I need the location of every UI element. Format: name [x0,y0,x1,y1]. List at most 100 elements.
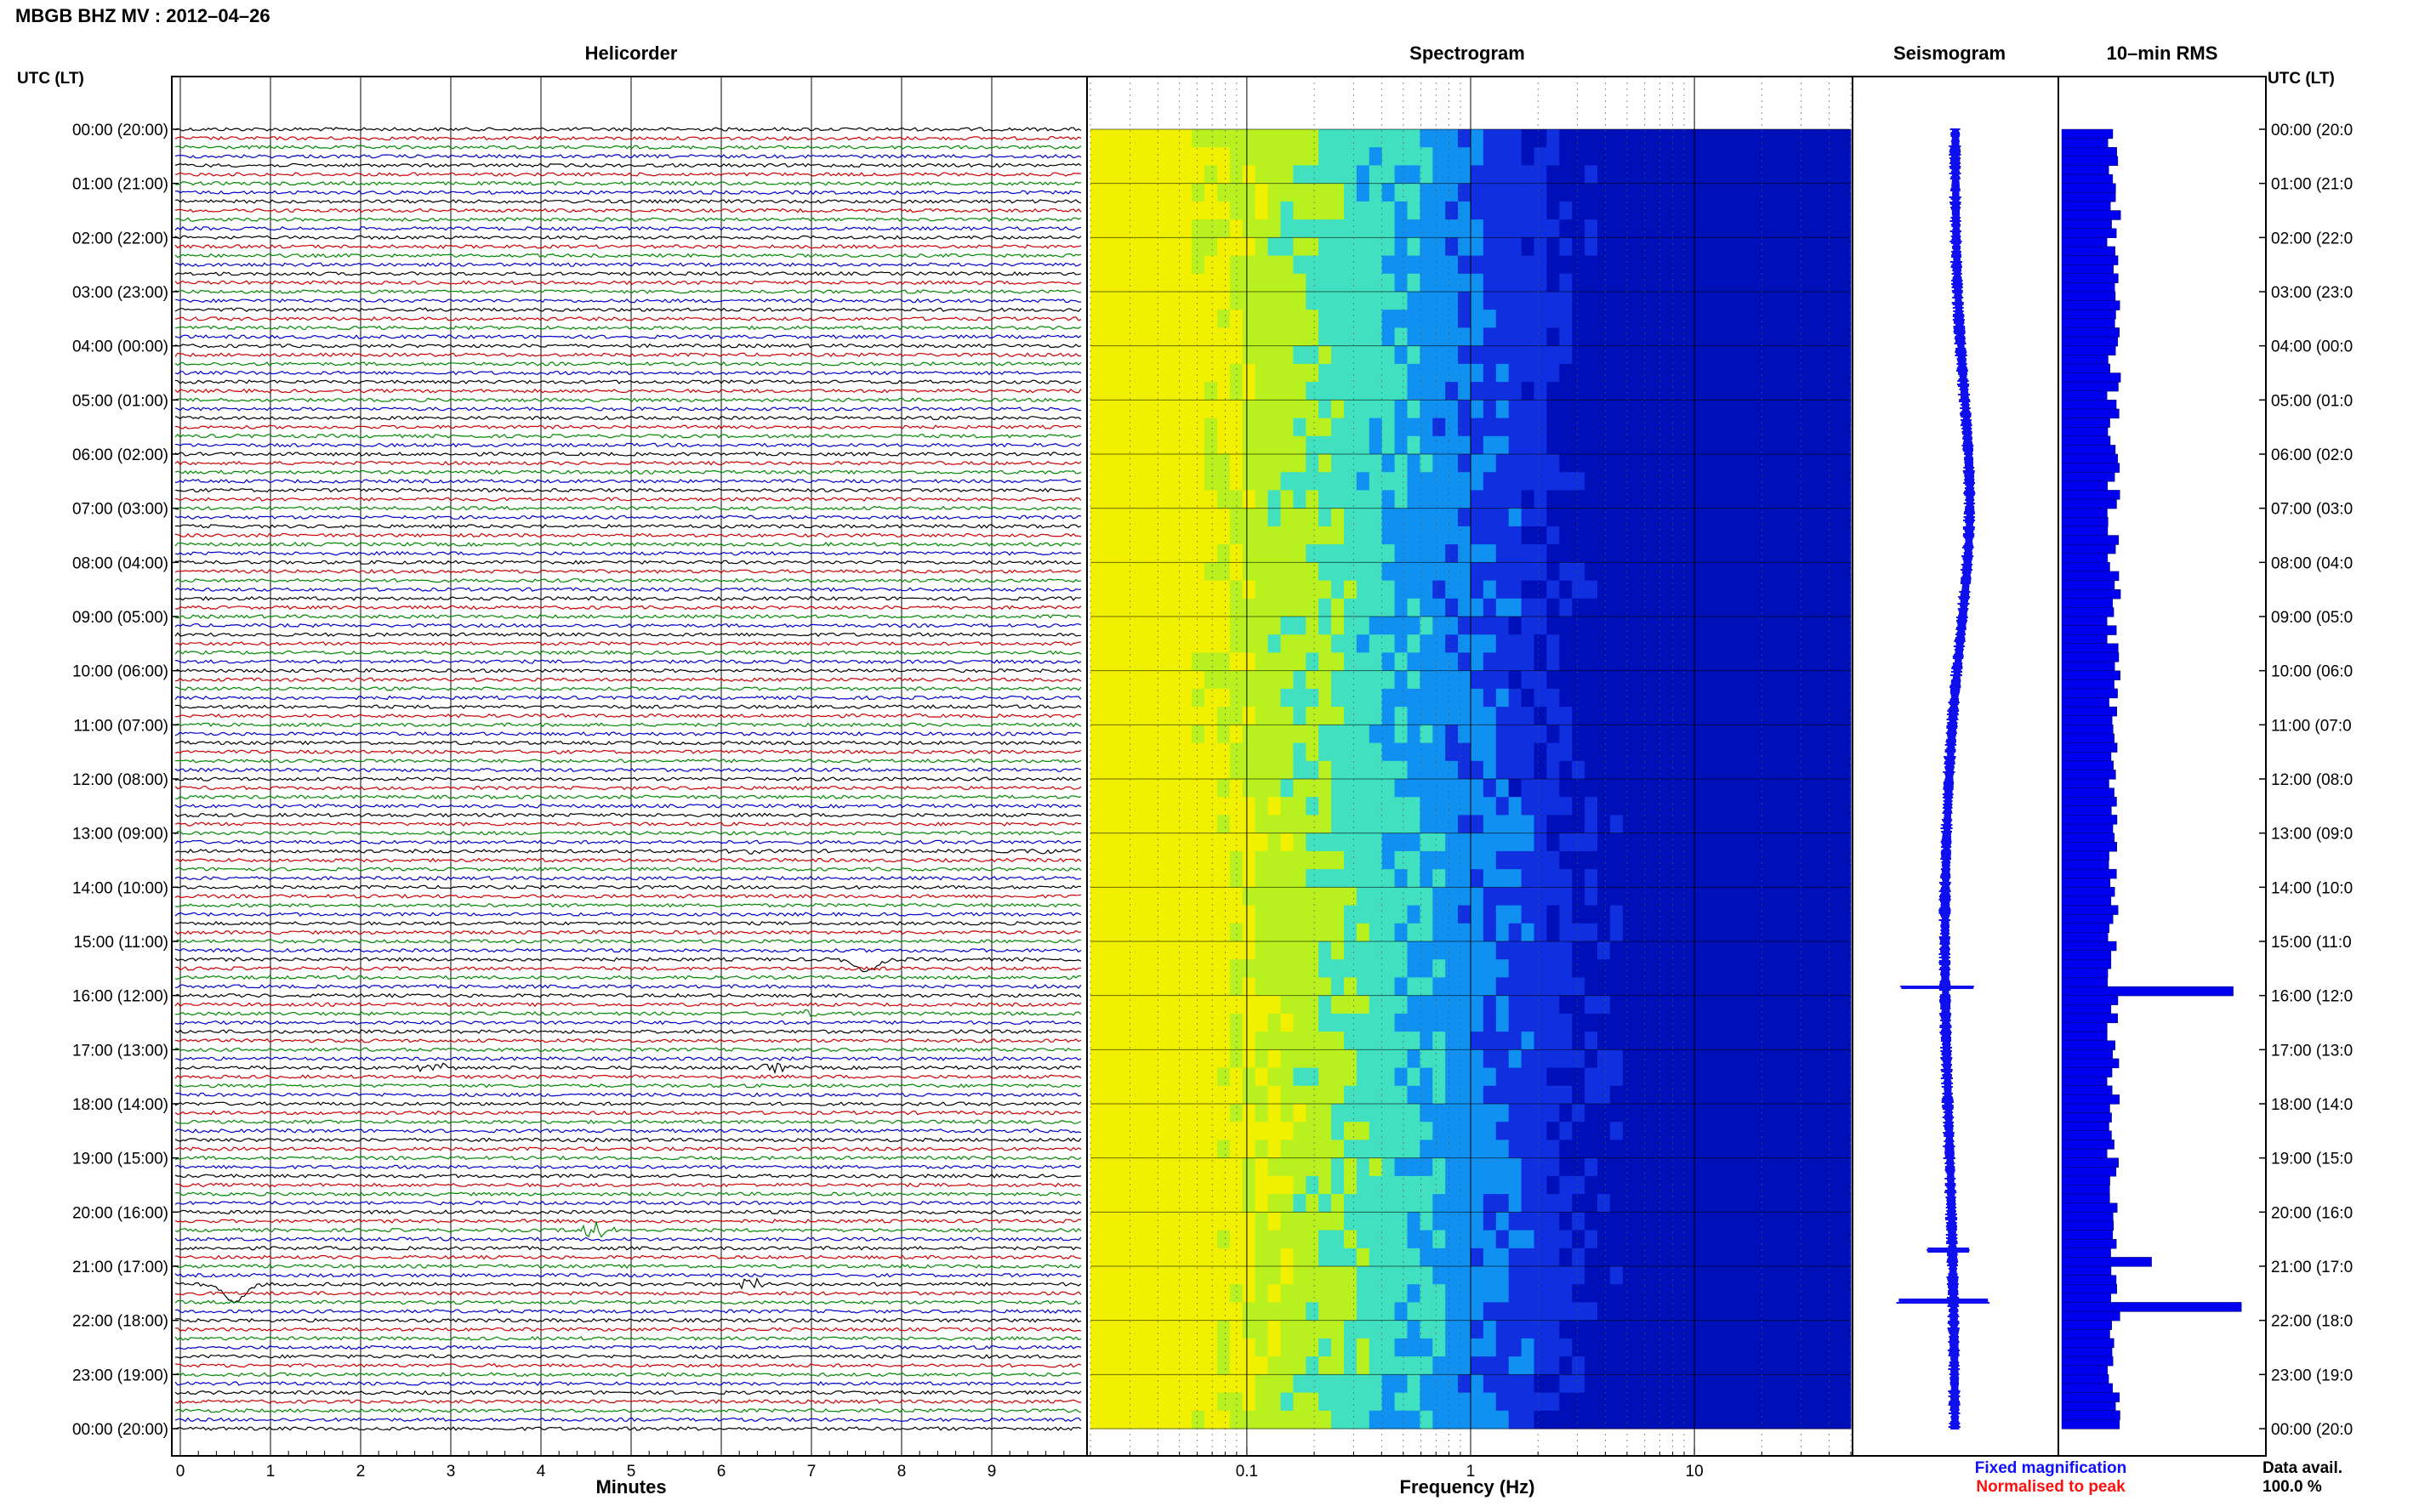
spectrogram-cell [1787,850,1801,870]
spectrogram-cell [1508,617,1523,635]
helicorder-trace [174,1182,1082,1188]
spectrogram-cell [1635,237,1649,256]
spectrogram-cell [1609,688,1624,708]
spectrogram-cell [1724,1320,1738,1339]
spectrogram-cell [1445,617,1459,635]
spectrogram-cell [1166,237,1180,256]
spectrogram-cell [1609,1302,1624,1322]
spectrogram-cell [1217,815,1231,834]
spectrogram-cell [1622,183,1636,202]
spectrogram-cell [1306,923,1319,942]
spectrogram-cell [1255,995,1269,1015]
spectrogram-cell [1306,797,1319,816]
spectrogram-cell [1585,760,1598,780]
spectrogram-cell [1546,1194,1560,1213]
spectrogram-cell [1141,617,1154,635]
spectrogram-cell [1609,147,1624,166]
spectrogram-cell [1141,725,1154,743]
spectrogram-cell [1699,1049,1712,1068]
spectrogram-cell [1483,1284,1497,1303]
spectrogram-cell [1813,400,1826,418]
spectrogram-cell [1192,255,1205,275]
spectrogram-cell [1597,435,1611,455]
spectrogram-cell [1724,310,1738,328]
spectrogram-cell [1699,345,1712,365]
spectrogram-cell [1420,526,1433,545]
spectrogram-cell [1787,345,1801,365]
spectrogram-cell [1115,129,1130,148]
spectrogram-cell [1521,183,1534,202]
spectrogram-cell [1192,544,1205,563]
spectrogram-cell [1585,526,1598,545]
rms-bar [2061,760,2114,770]
spectrogram-cell [1546,1284,1560,1303]
spectrogram-cell [1306,327,1319,347]
spectrogram-cell [1800,941,1813,960]
spectrogram-cell [1458,1032,1471,1050]
spectrogram-cell [1407,959,1420,978]
spectrogram-cell [1762,1374,1776,1393]
spectrogram-cell [1420,255,1433,275]
spectrogram-cell [1534,833,1547,852]
spectrogram-cell [1813,1013,1826,1032]
spectrogram-cell [1787,779,1801,798]
spectrogram-cell [1331,905,1345,924]
helicorder-trace [174,1245,1082,1251]
spectrogram-cell [1660,526,1674,545]
rms-bar [2061,427,2109,437]
spectrogram-cell [1179,1157,1192,1177]
spectrogram-cell [1102,995,1117,1015]
spectrogram-cell [1318,797,1332,816]
spectrogram-cell [1369,995,1383,1015]
spectrogram-cell [1090,345,1104,365]
spectrogram-cell [1192,977,1205,997]
spectrogram-cell [1736,797,1750,816]
spectrogram-cell [1090,887,1104,906]
spectrogram-cell [1102,1392,1117,1412]
helicorder-trace [174,497,1082,502]
spectrogram-cell [1495,725,1510,743]
spectrogram-cell [1724,652,1738,672]
spectrogram-cell [1458,382,1471,401]
spectrogram-cell [1306,562,1319,581]
spectrogram-cell [1318,147,1332,166]
spectrogram-cell [1546,1032,1560,1050]
helicorder-trace [174,1407,1082,1413]
spectrogram-cell [1597,292,1611,310]
spectrogram-cell [1686,760,1699,780]
spectrogram-cell [1242,1212,1256,1231]
spectrogram-cell [1597,1157,1611,1177]
spectrogram-cell [1686,1248,1699,1267]
spectrogram-cell [1381,725,1396,743]
spectrogram-cell [1622,435,1636,455]
spectrogram-cell [1736,580,1750,600]
spectrogram-cell [1495,887,1510,906]
spectrogram-cell [1711,923,1725,942]
spectrogram-cell [1356,418,1370,437]
spectrogram-cell [1432,1157,1446,1177]
spectrogram-cell [1344,1338,1357,1357]
spectrogram-cell [1483,617,1497,635]
spectrogram-cell [1508,435,1523,455]
spectrogram-cell [1609,201,1624,220]
spectrogram-cell [1622,1320,1636,1339]
spectrogram-cell [1825,688,1839,708]
spectrogram-cell [1838,1284,1852,1303]
spectrogram-cell [1356,1284,1370,1303]
spectrogram-cell [1800,923,1813,942]
spectrogram-cell [1306,147,1319,166]
spectrogram-cell [1242,941,1256,960]
spectrogram-cell [1153,1194,1167,1213]
spectrogram-cell [1483,129,1497,148]
spectrogram-cell [1813,580,1826,600]
spectrogram-cell [1724,779,1738,798]
spectrogram-cell [1255,327,1269,347]
spectrogram-cell [1711,1013,1725,1032]
helicorder-trace [174,587,1082,593]
spectrogram-cell [1508,742,1523,762]
spectrogram-cell [1559,508,1573,527]
spectrogram-cell [1331,363,1345,383]
spectrogram-cell [1204,382,1218,401]
spectrogram-cell [1597,562,1611,581]
spectrogram-cell [1179,165,1192,185]
